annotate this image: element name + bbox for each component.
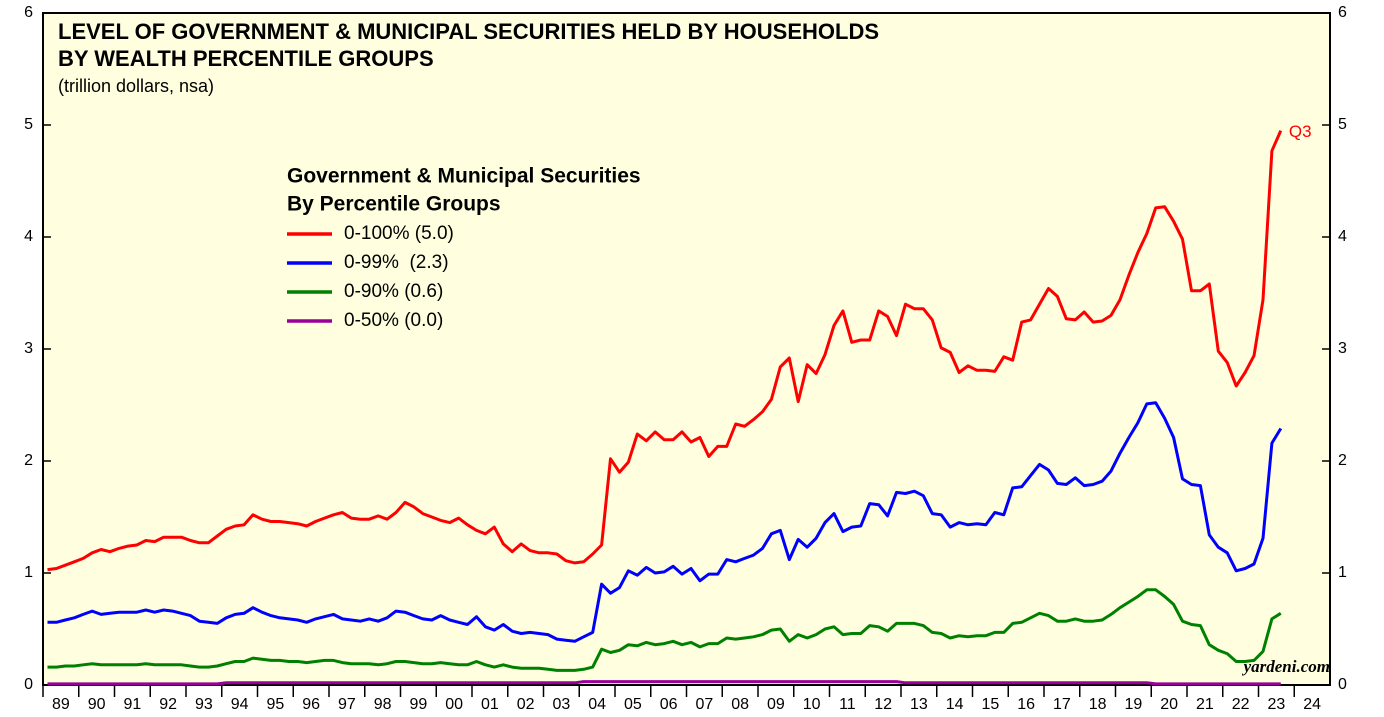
x-tick-label: 03 xyxy=(552,696,570,713)
x-tick-label: 96 xyxy=(302,696,320,713)
legend-label: 0-99% (2.3) xyxy=(344,252,449,273)
y-tick-label: 4 xyxy=(24,228,33,245)
y-tick-label: 0 xyxy=(24,676,33,693)
y-tick-label: 2 xyxy=(24,452,33,469)
y-tick-label: 3 xyxy=(24,340,33,357)
x-tick-label: 10 xyxy=(803,696,821,713)
chart-title: BY WEALTH PERCENTILE GROUPS xyxy=(58,46,434,71)
y-tick-label: 6 xyxy=(24,4,33,21)
x-tick-label: 95 xyxy=(266,696,284,713)
x-tick-label: 00 xyxy=(445,696,463,713)
x-tick-label: 91 xyxy=(123,696,141,713)
x-tick-label: 98 xyxy=(374,696,392,713)
x-tick-label: 06 xyxy=(660,696,678,713)
x-tick-label: 23 xyxy=(1267,696,1285,713)
annotation: Q3 xyxy=(1289,122,1312,141)
x-tick-label: 89 xyxy=(52,696,70,713)
x-tick-label: 18 xyxy=(1089,696,1107,713)
x-tick-label: 24 xyxy=(1303,696,1321,713)
chart-subtitle: (trillion dollars, nsa) xyxy=(58,76,214,96)
x-tick-label: 99 xyxy=(409,696,427,713)
x-tick-label: 04 xyxy=(588,696,606,713)
y2-tick-label: 2 xyxy=(1338,452,1347,469)
x-tick-label: 16 xyxy=(1017,696,1035,713)
series-line xyxy=(47,588,1282,672)
x-tick-label: 01 xyxy=(481,696,499,713)
legend-label: 0-90% (0.6) xyxy=(344,281,443,302)
y2-tick-label: 3 xyxy=(1338,340,1347,357)
legend-label: 0-50% (0.0) xyxy=(344,310,443,331)
chart-title: LEVEL OF GOVERNMENT & MUNICIPAL SECURITI… xyxy=(58,19,879,44)
plot-area xyxy=(42,12,1331,686)
y-tick-label: 1 xyxy=(24,564,33,581)
series-line xyxy=(47,401,1283,643)
legend-label: 0-100% (5.0) xyxy=(344,223,454,244)
x-tick-label: 13 xyxy=(910,696,928,713)
x-tick-label: 94 xyxy=(231,696,249,713)
x-tick-label: 90 xyxy=(88,696,106,713)
legend-title: By Percentile Groups xyxy=(287,193,501,216)
x-tick-label: 15 xyxy=(981,696,999,713)
series-line xyxy=(47,129,1283,572)
x-tick-label: 02 xyxy=(517,696,535,713)
x-tick-label: 09 xyxy=(767,696,785,713)
x-tick-label: 93 xyxy=(195,696,213,713)
x-tick-label: 97 xyxy=(338,696,356,713)
x-tick-label: 11 xyxy=(839,696,856,713)
x-tick-label: 08 xyxy=(731,696,749,713)
y2-tick-label: 5 xyxy=(1338,116,1347,133)
watermark: yardeni.com xyxy=(1242,657,1330,676)
y2-tick-label: 6 xyxy=(1338,4,1347,21)
x-tick-label: 92 xyxy=(159,696,177,713)
y2-tick-label: 1 xyxy=(1338,564,1347,581)
x-tick-label: 14 xyxy=(946,696,964,713)
series-line xyxy=(47,680,1281,686)
x-tick-label: 12 xyxy=(874,696,892,713)
x-tick-label: 17 xyxy=(1053,696,1071,713)
x-tick-label: 05 xyxy=(624,696,642,713)
x-tick-label: 20 xyxy=(1160,696,1178,713)
x-tick-label: 21 xyxy=(1196,696,1214,713)
y2-tick-label: 0 xyxy=(1338,676,1347,693)
y-tick-label: 5 xyxy=(24,116,33,133)
legend-title: Government & Municipal Securities xyxy=(287,165,641,188)
y2-tick-label: 4 xyxy=(1338,228,1347,245)
x-tick-label: 19 xyxy=(1124,696,1142,713)
x-tick-label: 22 xyxy=(1232,696,1250,713)
x-tick-label: 07 xyxy=(695,696,713,713)
